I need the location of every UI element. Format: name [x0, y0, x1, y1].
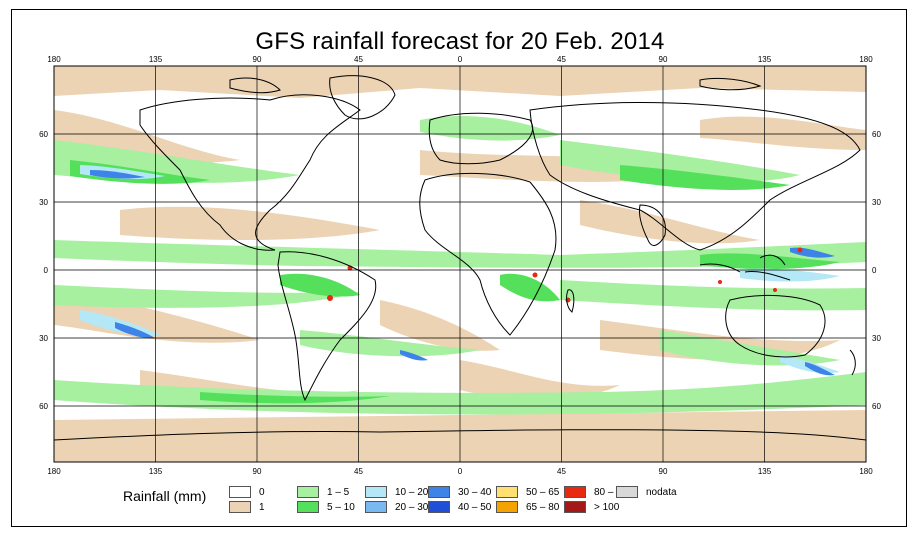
latitude-tick-label: 60 [39, 130, 48, 139]
longitude-labels-top: 180 135 90 45 0 45 90 135 180 [47, 55, 873, 64]
latitude-tick-label: 30 [872, 334, 881, 343]
legend-swatch [616, 486, 638, 498]
legend-label: 80 – 100 [594, 486, 633, 498]
latitude-tick-label: 0 [44, 266, 49, 275]
legend-swatch [564, 486, 586, 498]
longitude-labels-bottom: 180 135 90 45 0 45 90 135 180 [47, 467, 873, 476]
legend-swatch [229, 501, 251, 513]
legend-swatch [564, 501, 586, 513]
longitude-tick-label: 45 [354, 55, 363, 64]
legend-label: 5 – 10 [327, 501, 355, 513]
legend-item: > 100 [564, 500, 619, 514]
longitude-tick-label: 0 [458, 467, 463, 476]
longitude-tick-label: 90 [659, 467, 668, 476]
legend-label: 20 – 30 [395, 501, 429, 513]
latitude-tick-label: 0 [872, 266, 877, 275]
legend-label: 65 – 80 [526, 501, 560, 513]
longitude-tick-label: 135 [758, 467, 772, 476]
longitude-tick-label: 90 [253, 467, 262, 476]
longitude-tick-label: 180 [47, 55, 61, 64]
legend-label: 40 – 50 [458, 501, 492, 513]
legend-item: 80 – 100 [564, 485, 633, 499]
latitude-tick-label: 60 [39, 402, 48, 411]
longitude-tick-label: 0 [458, 55, 463, 64]
legend-swatch [229, 486, 251, 498]
legend-item: 50 – 65 [496, 485, 559, 499]
latitude-tick-label: 30 [872, 198, 881, 207]
legend-label: 0 [259, 486, 265, 498]
coastlines [54, 75, 866, 441]
legend-item: 1 [229, 500, 265, 514]
legend-swatch [428, 501, 450, 513]
longitude-tick-label: 180 [47, 467, 61, 476]
longitude-tick-label: 90 [659, 55, 668, 64]
legend-item: 1 – 5 [297, 485, 349, 499]
longitude-tick-label: 45 [354, 467, 363, 476]
legend-label: > 100 [594, 501, 620, 513]
legend-label: 50 – 65 [526, 486, 560, 498]
graticule [54, 66, 866, 462]
legend-item: 65 – 80 [496, 500, 559, 514]
latitude-tick-label: 60 [872, 402, 881, 411]
legend-label: 1 [259, 501, 265, 513]
longitude-tick-label: 45 [557, 467, 566, 476]
latitude-tick-label: 30 [39, 198, 48, 207]
legend-swatch [496, 486, 518, 498]
legend-item: 0 [229, 485, 265, 499]
latitude-labels-right: 60 30 0 30 60 [872, 130, 881, 411]
longitude-tick-label: 45 [557, 55, 566, 64]
legend-label: nodata [646, 486, 677, 498]
latitude-labels-left: 60 30 0 30 60 [39, 130, 48, 411]
latitude-tick-label: 60 [872, 130, 881, 139]
longitude-tick-label: 180 [859, 467, 873, 476]
legend-item: 40 – 50 [428, 500, 491, 514]
longitude-tick-label: 90 [253, 55, 262, 64]
legend-swatch [365, 501, 387, 513]
map-title: GFS rainfall forecast for 20 Feb. 2014 [255, 28, 665, 55]
legend-label: 30 – 40 [458, 486, 492, 498]
longitude-tick-label: 135 [758, 55, 772, 64]
figure-frame [11, 9, 907, 527]
legend-item: nodata [616, 485, 677, 499]
legend-item: 30 – 40 [428, 485, 491, 499]
legend-swatch [428, 486, 450, 498]
map-border [53, 65, 867, 463]
latitude-tick-label: 30 [39, 334, 48, 343]
legend-swatch [365, 486, 387, 498]
legend-label: 1 – 5 [327, 486, 350, 498]
legend-swatch [496, 501, 518, 513]
legend-swatch [297, 501, 319, 513]
longitude-tick-label: 135 [149, 467, 163, 476]
legend-item: 20 – 30 [365, 500, 428, 514]
longitude-tick-label: 180 [859, 55, 873, 64]
legend-title: Rainfall (mm) [123, 488, 207, 504]
legend-item: 10 – 20 [365, 485, 428, 499]
legend-swatch [297, 486, 319, 498]
legend-label: 10 – 20 [395, 486, 429, 498]
legend-item: 5 – 10 [297, 500, 355, 514]
longitude-tick-label: 135 [149, 55, 163, 64]
